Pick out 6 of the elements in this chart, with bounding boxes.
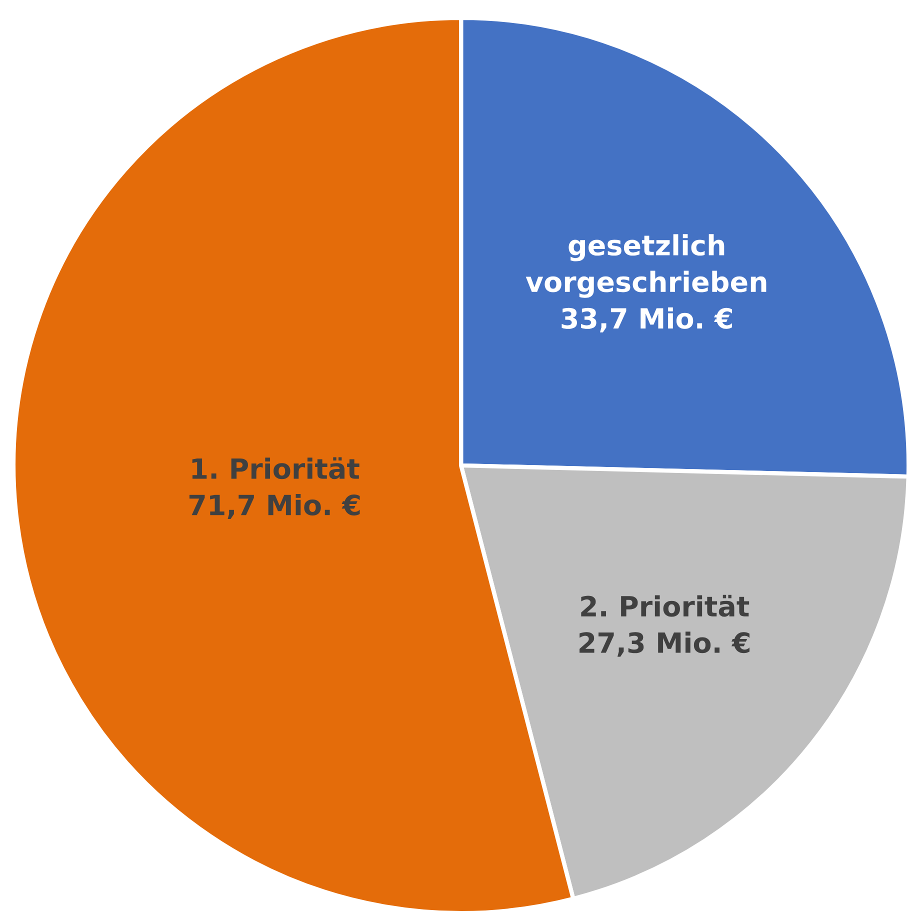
data-label: 33,7 Mio. € [562, 307, 732, 332]
slice-label: 2. Priorität [581, 594, 750, 617]
slice-label: gesetzlich vorgeschrieben [526, 234, 766, 298]
data-label: 71,7 Mio. € [189, 494, 360, 520]
slice-label: 1. Priorität [192, 457, 360, 480]
data-label: 27,3 Mio. € [580, 632, 750, 657]
